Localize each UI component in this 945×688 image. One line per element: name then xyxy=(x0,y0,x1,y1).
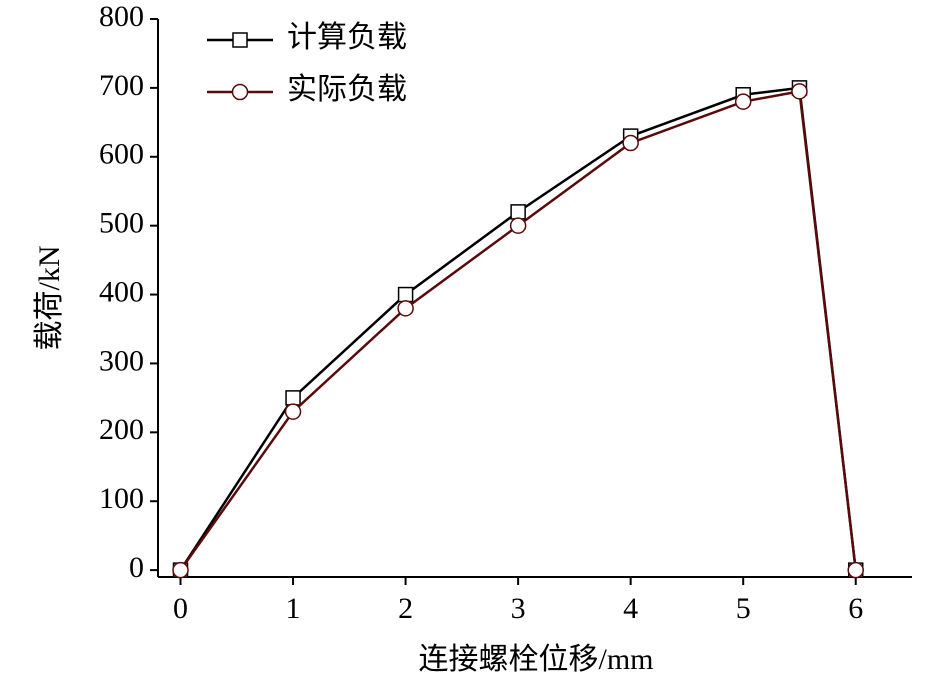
legend-label: 实际负载 xyxy=(287,73,407,106)
data-point xyxy=(509,217,527,234)
x-tick-label: 1 xyxy=(286,592,301,625)
y-tick-label: 0 xyxy=(129,551,144,584)
data-point xyxy=(397,286,414,303)
data-point xyxy=(285,390,301,406)
x-tick-label: 6 xyxy=(848,592,863,625)
y-tick-label: 200 xyxy=(99,413,144,446)
y-tick-label: 600 xyxy=(99,138,144,171)
data-point xyxy=(397,300,414,317)
y-tick-label: 700 xyxy=(99,69,144,102)
data-point xyxy=(847,561,864,579)
y-tick-label: 100 xyxy=(99,482,144,515)
data-point xyxy=(791,83,808,100)
x-tick-label: 3 xyxy=(511,592,526,625)
legend-marker xyxy=(231,83,249,101)
x-axis-label: 连接螺栓位移/mm xyxy=(418,643,653,676)
x-tick-label: 5 xyxy=(736,592,751,625)
x-tick-label: 2 xyxy=(398,592,413,625)
y-axis-label: 载荷/kN xyxy=(33,246,66,351)
series-line xyxy=(179,89,857,571)
data-point xyxy=(622,134,639,152)
data-point xyxy=(734,93,752,110)
x-tick-label: 0 xyxy=(173,592,188,625)
y-tick-label: 300 xyxy=(99,344,144,377)
series-line xyxy=(179,86,857,571)
y-tick-label: 500 xyxy=(99,207,144,240)
data-point xyxy=(172,561,189,579)
legend-label: 计算负载 xyxy=(287,21,407,54)
data-point xyxy=(510,204,526,220)
y-tick-label: 400 xyxy=(99,275,144,308)
y-tick-label: 800 xyxy=(99,0,144,33)
x-tick-label: 4 xyxy=(623,592,638,625)
legend-marker xyxy=(232,32,248,48)
data-point xyxy=(284,403,302,420)
